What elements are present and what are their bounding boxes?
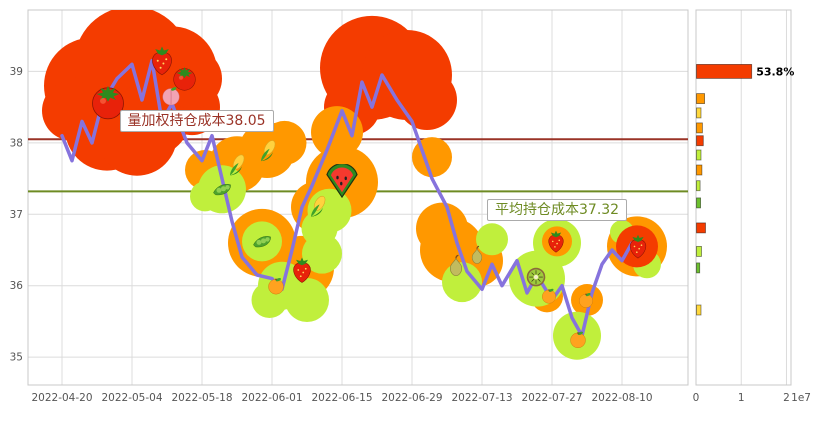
cost-bubble-greenyellow — [476, 223, 508, 256]
y-axis-tick: 39 — [10, 66, 23, 78]
kiwi-icon — [526, 267, 546, 287]
volume-bar — [696, 64, 753, 79]
avg-cost-label: 平均持仓成本37.32 — [487, 199, 628, 222]
volume-bar — [696, 149, 702, 161]
cost-bubble-greenyellow — [285, 278, 329, 322]
cost-bubble-orange — [311, 106, 363, 159]
volume-bar — [696, 304, 702, 316]
volume-x-tick: 1 — [738, 392, 745, 404]
volume-bar — [696, 180, 701, 192]
y-axis-tick: 38 — [10, 137, 23, 149]
volume-percent-label: 53.8% — [756, 65, 794, 78]
volume-bar — [696, 164, 703, 176]
volume-bar — [696, 245, 702, 257]
x-axis-tick: 2022-06-15 — [311, 392, 372, 404]
volume-bar — [696, 122, 703, 134]
cost-bubble-orange — [262, 120, 307, 165]
cost-bubble-greenyellow — [190, 181, 220, 212]
x-axis-tick: 2022-08-10 — [591, 392, 652, 404]
y-axis-tick: 37 — [10, 209, 23, 221]
volume-bar — [696, 197, 701, 209]
volume-scale-label: 1e7 — [791, 392, 811, 404]
cost-bubble-red — [42, 80, 102, 141]
y-axis-tick: 36 — [10, 280, 24, 292]
x-axis-tick: 2022-06-29 — [381, 392, 442, 404]
volume-bar — [696, 262, 701, 274]
volume-bar — [696, 222, 706, 234]
volume-x-tick: 0 — [693, 392, 700, 404]
x-axis-tick: 2022-05-18 — [171, 392, 232, 404]
x-axis-tick: 2022-06-01 — [241, 392, 302, 404]
x-axis-tick: 2022-04-20 — [31, 392, 92, 404]
volume-bar — [696, 93, 706, 104]
x-axis-tick: 2022-07-27 — [521, 392, 582, 404]
volume-x-tick: 2 — [783, 392, 790, 404]
x-axis-tick: 2022-07-13 — [451, 392, 512, 404]
vwap-cost-label: 量加权持仓成本38.05 — [119, 110, 274, 133]
volume-plot-border — [695, 9, 792, 386]
volume-bar — [696, 135, 704, 147]
volume-bar — [696, 107, 702, 119]
cost-bubble-red — [397, 70, 457, 130]
y-axis-tick: 35 — [10, 352, 23, 364]
cost-bubble-greenyellow — [302, 233, 342, 274]
main-plot-border — [27, 9, 689, 386]
x-axis-tick: 2022-05-04 — [101, 392, 162, 404]
